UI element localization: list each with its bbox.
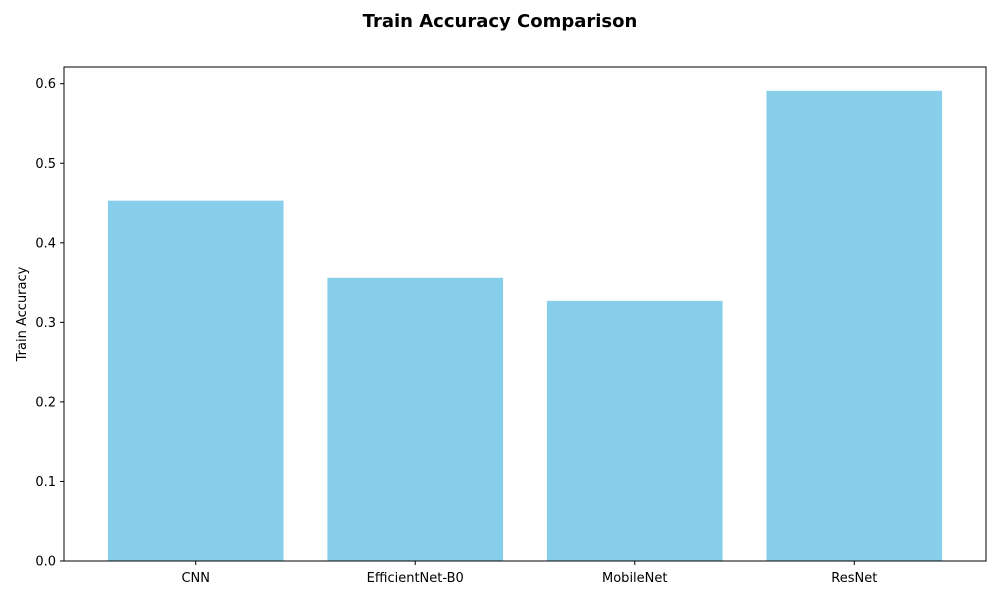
y-tick-label: 0.5: [35, 157, 56, 172]
y-tick-label: 0.6: [35, 77, 56, 92]
bar-cnn: [107, 200, 284, 561]
y-tick-label: 0.0: [35, 555, 56, 570]
bar-efficientnet-b0: [327, 277, 504, 561]
chart-title: Train Accuracy Comparison: [363, 11, 638, 32]
x-tick-label: EfficientNet-B0: [367, 571, 464, 586]
y-axis-label: Train Accuracy: [15, 266, 30, 362]
x-tick-label: CNN: [181, 571, 210, 586]
y-tick-label: 0.2: [35, 395, 56, 410]
x-axis-ticks: CNN EfficientNet-B0 MobileNet ResNet: [181, 561, 877, 586]
y-tick-label: 0.4: [35, 236, 56, 251]
bars-group: [107, 90, 943, 562]
bar-mobilenet: [546, 300, 723, 561]
y-tick-label: 0.3: [35, 316, 56, 331]
y-axis-ticks: 0.0 0.1 0.2 0.3 0.4 0.5 0.6: [35, 77, 64, 570]
x-tick-label: ResNet: [831, 571, 877, 586]
plot-frame: [63, 66, 987, 562]
bar-resnet: [766, 90, 943, 562]
x-tick-label: MobileNet: [602, 571, 667, 586]
y-tick-label: 0.1: [35, 475, 56, 490]
